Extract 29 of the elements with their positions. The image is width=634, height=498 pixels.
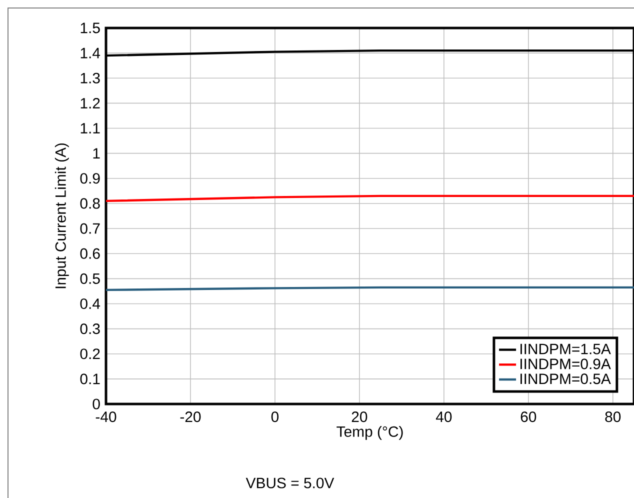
y-tick-label: 0.4: [80, 298, 100, 310]
y-tick-label: 0.8: [80, 198, 100, 209]
y-tick-label: 1.2: [80, 98, 100, 108]
x-tick-label: 80: [605, 412, 621, 422]
text: VBUS = 5.0V: [246, 478, 334, 488]
x-tick-label: -40: [96, 412, 116, 422]
x-tick-label: 60: [520, 412, 536, 422]
x-tick-label: 20: [352, 412, 368, 422]
y-tick-label: 0.5: [80, 273, 100, 284]
y-tick-label: 0.6: [80, 248, 100, 259]
y-tick-label: 1.4: [80, 48, 100, 58]
y-tick-label: 0: [92, 398, 100, 410]
y-axis-title: Input Current Limit (A): [54, 143, 69, 288]
y-tick-label: 1: [93, 148, 100, 158]
y-tick-label: 0.1: [80, 374, 100, 384]
y-tick-label: 1.1: [80, 123, 100, 134]
y-tick-label: 1.5: [80, 22, 100, 34]
legend-label: IINDPM=0.5A: [520, 374, 611, 384]
y-tick-label: 0.2: [80, 348, 100, 360]
legend-label: IINDPM=0.9A: [520, 358, 611, 370]
y-tick-label: 0.9: [80, 173, 100, 184]
y-tick-label: 0.7: [80, 223, 100, 234]
x-axis-title: Temp (°C): [336, 426, 403, 440]
x-tick-label: 40: [436, 412, 452, 422]
legend-label: IINDPM=1.5A: [520, 344, 611, 354]
x-tick-label: 0: [271, 412, 279, 422]
y-tick-label: 1.3: [80, 72, 100, 84]
y-tick-label: 0.3: [80, 324, 100, 334]
x-tick-label: -20: [180, 412, 201, 422]
